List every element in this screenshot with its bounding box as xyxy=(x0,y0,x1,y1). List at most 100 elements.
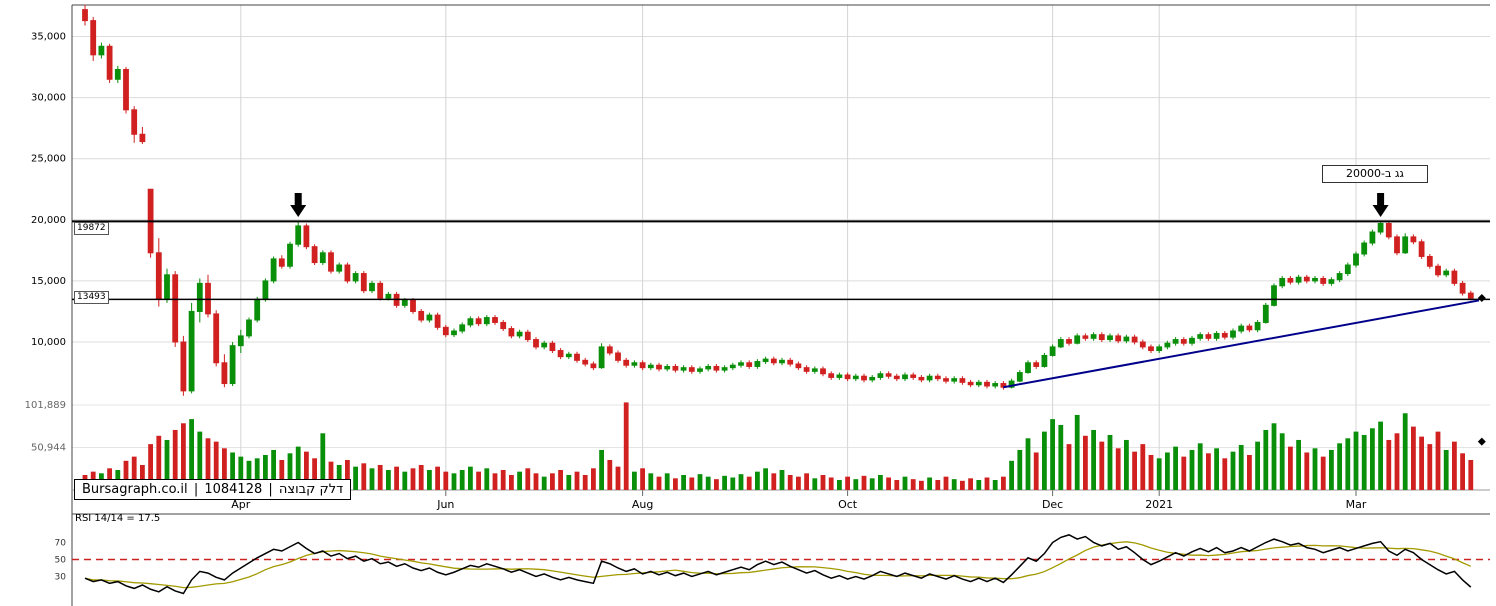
candle xyxy=(229,342,236,386)
candle xyxy=(237,329,244,353)
volume-bar xyxy=(787,474,793,490)
candle xyxy=(426,312,433,323)
volume-bar xyxy=(1017,449,1023,490)
volume-series xyxy=(82,402,1474,490)
candle xyxy=(164,268,170,303)
candle xyxy=(188,302,195,394)
last-volume-marker xyxy=(1477,437,1486,446)
candle xyxy=(1279,276,1286,289)
candle xyxy=(114,65,121,83)
volume-bar xyxy=(451,473,457,490)
volume-bar xyxy=(230,452,235,490)
volume-bar xyxy=(640,468,645,490)
volume-bar xyxy=(1238,444,1244,490)
candle xyxy=(1090,332,1097,341)
volume-bar xyxy=(1148,454,1154,490)
down-arrow-annotation[interactable] xyxy=(1372,193,1389,218)
volume-bar xyxy=(320,433,326,490)
volume-bar xyxy=(763,468,768,490)
separator: | xyxy=(193,482,199,497)
candle xyxy=(852,373,859,382)
candle xyxy=(1131,334,1138,345)
volume-bar xyxy=(1074,414,1080,490)
trendline-annotation[interactable] xyxy=(1003,299,1480,389)
candle xyxy=(1139,339,1146,350)
candle xyxy=(1385,222,1392,240)
panel-borders xyxy=(71,4,1490,606)
down-arrow-annotation[interactable] xyxy=(290,193,307,218)
candle xyxy=(877,371,884,380)
volume-bar xyxy=(156,435,162,490)
candle xyxy=(1082,333,1089,341)
candle xyxy=(1402,233,1409,255)
volume-bar xyxy=(804,473,809,490)
volume-bar xyxy=(845,476,850,490)
candle xyxy=(893,373,900,382)
candle xyxy=(1353,251,1359,268)
candle xyxy=(1418,239,1425,259)
candle xyxy=(1148,344,1154,353)
ceiling-annotation[interactable]: גג ב-20000 xyxy=(1322,165,1428,183)
volume-bar xyxy=(722,475,727,490)
volume-bar xyxy=(664,473,670,490)
candle xyxy=(738,360,744,368)
candle xyxy=(828,371,835,380)
volume-bar xyxy=(705,476,711,490)
candle xyxy=(1451,268,1458,286)
volume-bar xyxy=(632,471,637,490)
candle xyxy=(615,350,621,363)
volume-bar xyxy=(172,429,178,490)
last-price-marker xyxy=(1477,294,1486,303)
candle xyxy=(557,348,564,360)
volume-bar xyxy=(468,466,473,490)
volume-bar xyxy=(1222,458,1228,490)
price-axis-tick-label: 35,000 xyxy=(31,32,66,43)
candle xyxy=(442,324,449,338)
volume-bar xyxy=(1345,438,1351,490)
volume-bar xyxy=(369,468,375,490)
volume-bar xyxy=(312,458,317,490)
brand-text: Bursagraph.co.il xyxy=(82,482,188,497)
volume-bar xyxy=(1189,449,1195,490)
volume-bar xyxy=(1206,453,1211,490)
candle xyxy=(910,372,917,380)
volume-bar xyxy=(1296,439,1301,490)
volume-bar xyxy=(443,471,449,490)
candle xyxy=(1254,320,1261,333)
volume-bar xyxy=(582,474,588,490)
candle xyxy=(1221,331,1228,340)
candle xyxy=(1074,333,1081,345)
volume-bar xyxy=(779,469,785,490)
volume-bar xyxy=(1452,441,1457,490)
volume-bar xyxy=(1099,441,1105,490)
volume-bar xyxy=(1091,429,1096,490)
candle xyxy=(1213,331,1220,341)
candle xyxy=(221,354,228,388)
candle xyxy=(541,340,548,350)
volume-bar xyxy=(386,469,391,490)
candle xyxy=(155,238,162,307)
volume-bar xyxy=(1378,421,1383,490)
candle xyxy=(475,316,482,327)
candle xyxy=(524,329,531,342)
candle xyxy=(508,326,515,339)
volume-bar xyxy=(886,477,891,490)
price-levels[interactable] xyxy=(72,220,1490,301)
candle xyxy=(1230,328,1236,340)
volume-bar xyxy=(697,474,703,490)
candle xyxy=(754,359,761,369)
candle xyxy=(1312,276,1318,284)
volume-bar xyxy=(960,480,965,490)
candle xyxy=(369,280,375,294)
volume-bar xyxy=(1353,431,1359,490)
candle xyxy=(934,373,941,382)
volume-bar xyxy=(1386,439,1392,490)
volume-bar xyxy=(336,464,342,490)
security-id: 1084128 xyxy=(204,482,263,497)
candle xyxy=(352,271,359,284)
volume-bar xyxy=(1435,431,1441,490)
volume-bar xyxy=(607,459,613,490)
volume-bar xyxy=(492,473,498,490)
candle xyxy=(844,372,851,382)
candle xyxy=(631,360,638,368)
